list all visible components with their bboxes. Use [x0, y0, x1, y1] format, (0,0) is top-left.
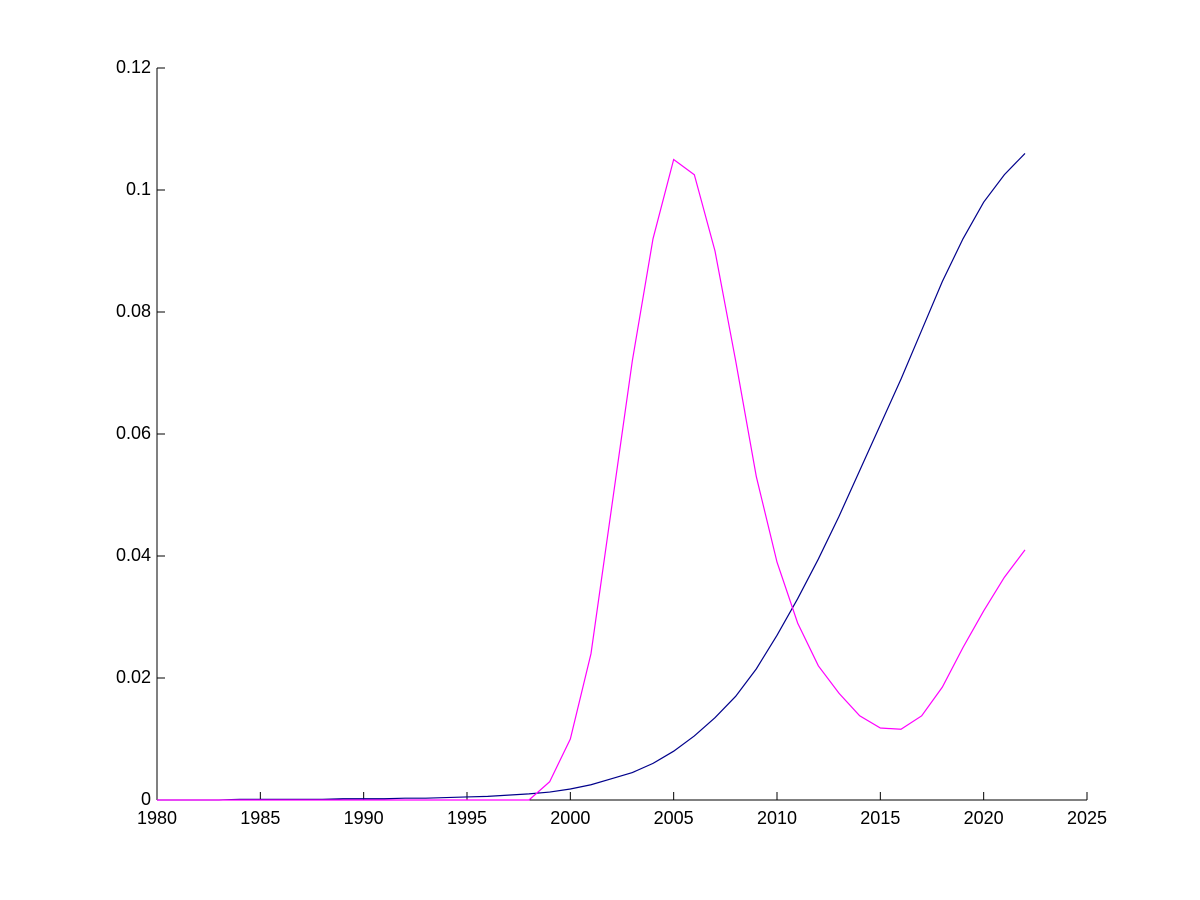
y-tick-label: 0.12: [116, 57, 151, 77]
x-tick-label: 2025: [1067, 808, 1107, 828]
x-tick-label: 1985: [240, 808, 280, 828]
y-tick-label: 0.1: [126, 179, 151, 199]
x-tick-label: 1995: [447, 808, 487, 828]
x-tick-label: 2015: [860, 808, 900, 828]
x-tick-label: 1980: [137, 808, 177, 828]
y-tick-label: 0: [141, 789, 151, 809]
y-tick-label: 0.02: [116, 667, 151, 687]
x-tick-label: 2005: [654, 808, 694, 828]
series-line: [157, 152, 1026, 801]
y-tick-label: 0.04: [116, 545, 151, 565]
x-tick-label: 2000: [550, 808, 590, 828]
x-tick-label: 2020: [964, 808, 1004, 828]
y-tick-label: 0.06: [116, 423, 151, 443]
series-line: [157, 158, 1026, 801]
x-tick-label: 2010: [757, 808, 797, 828]
x-tick-label: 1990: [344, 808, 384, 828]
y-tick-label: 0.08: [116, 301, 151, 321]
